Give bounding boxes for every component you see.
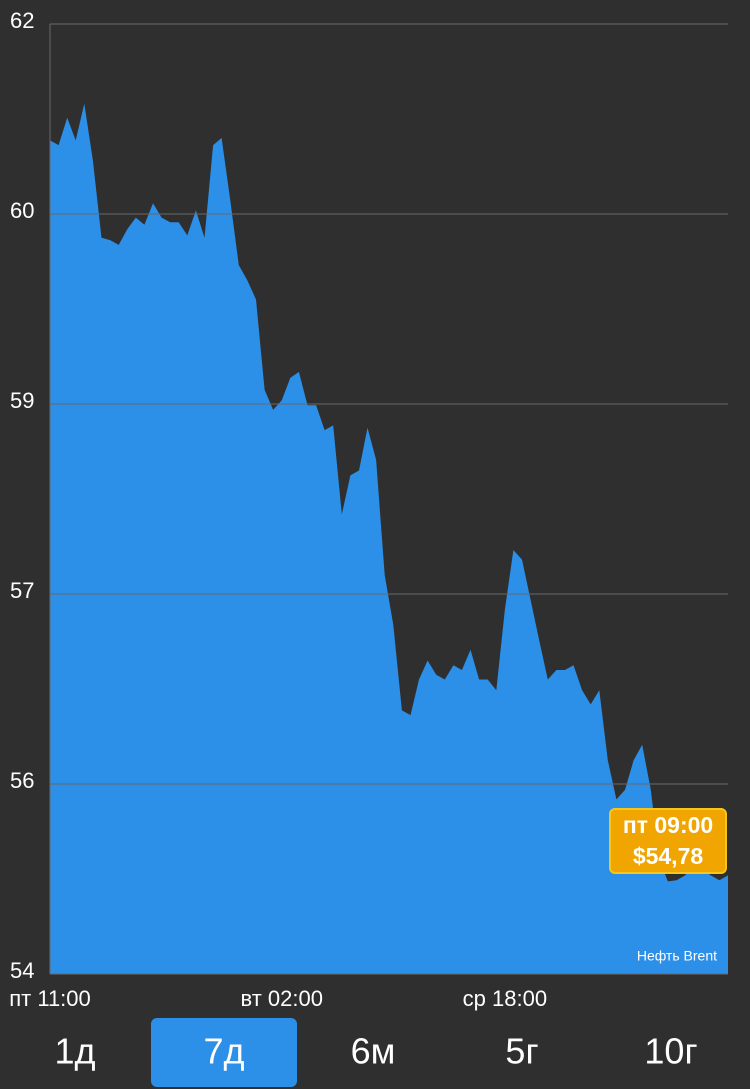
y-tick-label: 54 <box>10 958 34 983</box>
y-tick-label: 62 <box>10 8 34 33</box>
range-button[interactable]: 10г <box>644 1031 697 1072</box>
selected-button-bg <box>151 1018 297 1087</box>
range-button[interactable]: 6м <box>351 1031 396 1072</box>
x-tick-label: ср 18:00 <box>463 986 547 1011</box>
y-tick-label: 57 <box>10 578 34 603</box>
range-button[interactable]: 5г <box>505 1031 538 1072</box>
y-tick-label: 56 <box>10 768 34 793</box>
tooltip-value: $54,78 <box>633 843 704 869</box>
tooltip: пт 09:00 $54,78 <box>609 808 727 874</box>
plot: 62 60 59 57 56 54 пт 11:00 вт 02:00 ср 18:00 <box>9 8 728 1011</box>
x-tick-label: пт 11:00 <box>9 986 91 1011</box>
y-tick-label: 60 <box>10 198 34 223</box>
range-button[interactable]: 7д <box>203 1031 244 1072</box>
area <box>50 103 728 975</box>
x-tick-label: вт 02:00 <box>240 986 322 1011</box>
range-button[interactable]: 1д <box>54 1031 95 1072</box>
tooltip-box <box>609 808 727 874</box>
y-tick-label: 59 <box>10 388 34 413</box>
tooltip-time: пт 09:00 <box>623 812 713 838</box>
range-buttons: 1д 7д 6м 5г 10г <box>54 1018 698 1087</box>
watermark: Нефть Brent <box>637 948 717 964</box>
